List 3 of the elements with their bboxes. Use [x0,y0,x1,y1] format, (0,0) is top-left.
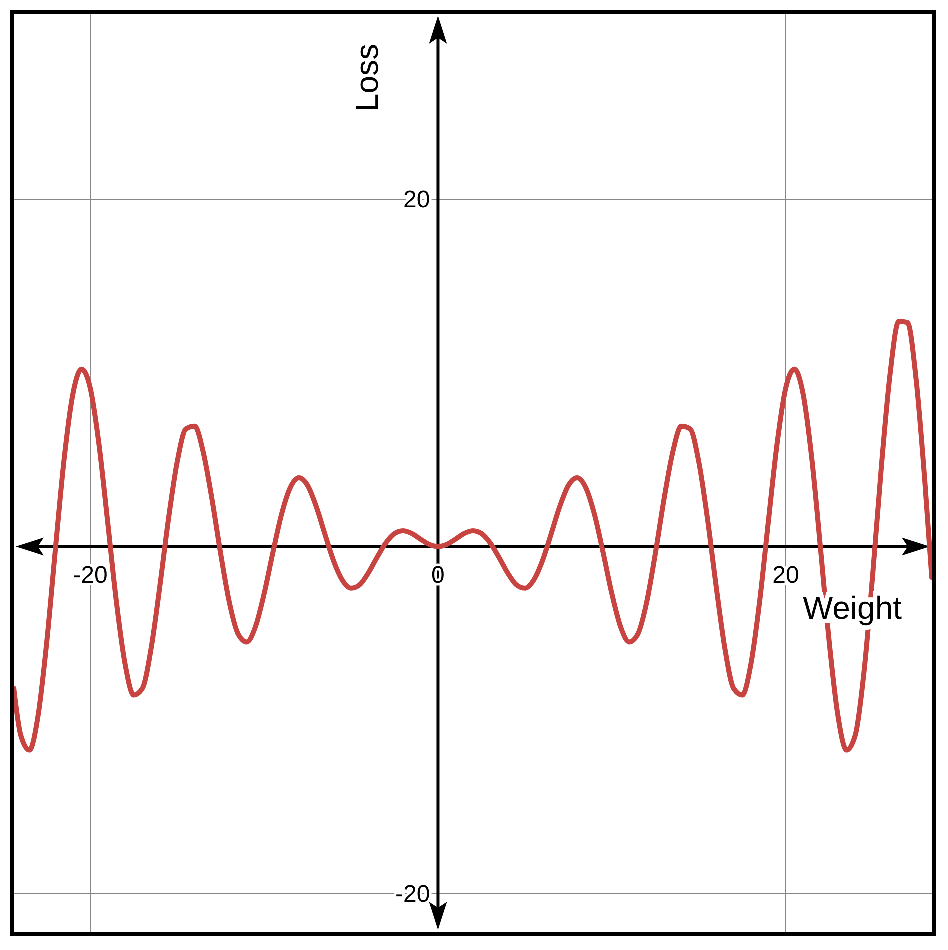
x-tick-label: -20 [73,562,108,589]
y-axis-title: Loss [349,44,386,112]
x-tick-label: 20 [772,562,800,589]
